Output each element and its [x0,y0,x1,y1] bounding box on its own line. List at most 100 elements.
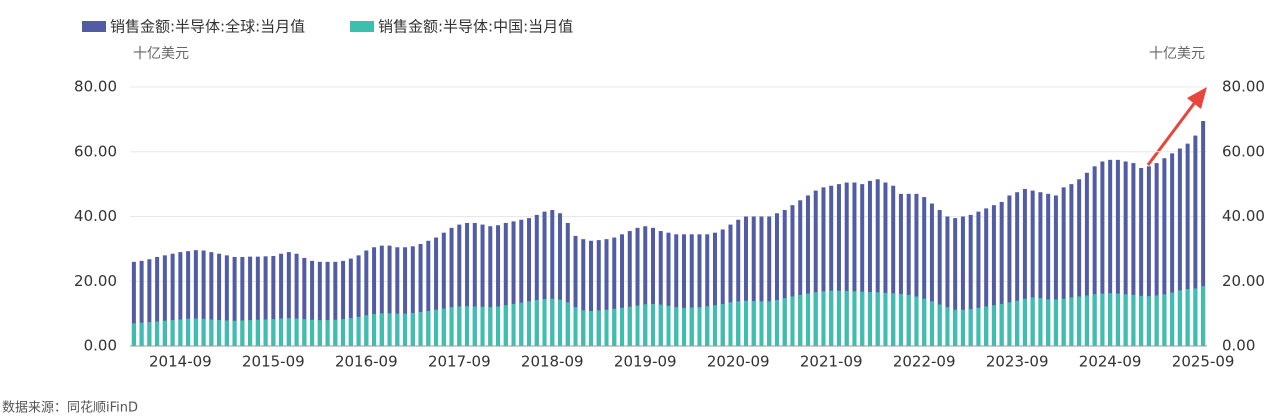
bar [449,307,454,346]
bar [945,307,950,346]
bar [449,227,454,346]
x-tick-label: 2018-09 [521,353,584,371]
y-tick-label: 80.00 [74,78,117,96]
bar [836,290,841,346]
bar [883,182,888,346]
bar [248,256,253,346]
bar [953,218,958,346]
bar [294,318,299,346]
bar [774,300,779,346]
bar [379,313,384,346]
bar [1053,299,1058,346]
bar [782,210,787,346]
bar [426,240,431,346]
bar [1177,290,1182,346]
bar [689,307,694,346]
bar [774,213,779,346]
bar [883,292,888,346]
bar [1084,295,1089,346]
bar [248,320,253,346]
bar [410,246,415,346]
bar [217,253,222,346]
bar [666,305,671,346]
bar [410,312,415,346]
x-tick-label: 2014-09 [149,353,212,371]
x-tick-label: 2020-09 [707,353,770,371]
x-tick-label: 2023-09 [986,353,1049,371]
y2-unit-label: 十亿美元 [1149,46,1205,62]
bar [1022,298,1027,346]
bar [472,306,477,346]
bar [217,320,222,346]
bar [651,227,656,346]
x-tick-label: 2024-09 [1079,353,1142,371]
y2-tick-label: 0.00 [1222,337,1255,355]
bar [743,300,748,346]
bar [1046,193,1051,346]
bar [457,306,462,346]
bar [139,260,144,346]
bar [255,256,260,346]
bar [503,222,508,346]
bar [131,261,136,346]
bar [712,305,717,346]
bar [976,211,981,346]
bar [674,307,679,346]
bar [844,290,849,346]
bar [844,182,849,346]
bar [821,187,826,346]
bar [201,250,206,346]
bar [302,319,307,346]
bar [1030,190,1035,346]
bar [341,260,346,346]
bar [643,226,648,346]
bar [1077,179,1082,346]
bar [984,306,989,346]
bar [550,210,555,346]
bar [465,222,470,346]
bar [1007,195,1012,346]
bar [379,245,384,346]
bar [891,185,896,346]
bar [1185,143,1190,346]
bar [240,320,245,346]
bar [635,305,640,346]
bar [643,304,648,346]
bar [201,318,206,346]
bar [790,205,795,346]
bar [1139,167,1144,346]
bar [1146,296,1151,346]
bar [465,306,470,346]
bar [1069,184,1074,346]
bar [286,252,291,346]
bar [728,224,733,346]
bar [403,313,408,346]
y-tick-label: 0.00 [84,337,117,355]
bar [620,234,625,346]
x-tick-label: 2019-09 [614,353,677,371]
bar [565,302,570,346]
bar [1146,166,1151,346]
bar [736,219,741,346]
y2-tick-label: 20.00 [1222,272,1265,290]
bar [224,320,229,346]
bar [1015,300,1020,346]
bar [480,224,485,346]
bar [480,306,485,346]
bar [186,318,191,346]
bar [356,255,361,346]
bar [255,319,260,346]
y2-tick-label: 40.00 [1222,207,1265,225]
bar [1170,292,1175,346]
bar [193,250,198,346]
bar [1131,163,1136,346]
bar [984,208,989,346]
bar [860,291,865,346]
bar [1069,297,1074,346]
y2-tick-label: 80.00 [1222,78,1265,96]
bar [829,290,834,346]
bar [457,224,462,346]
bar [387,313,392,346]
x-tick-label: 2025-09 [1172,353,1235,371]
bar [162,320,167,346]
